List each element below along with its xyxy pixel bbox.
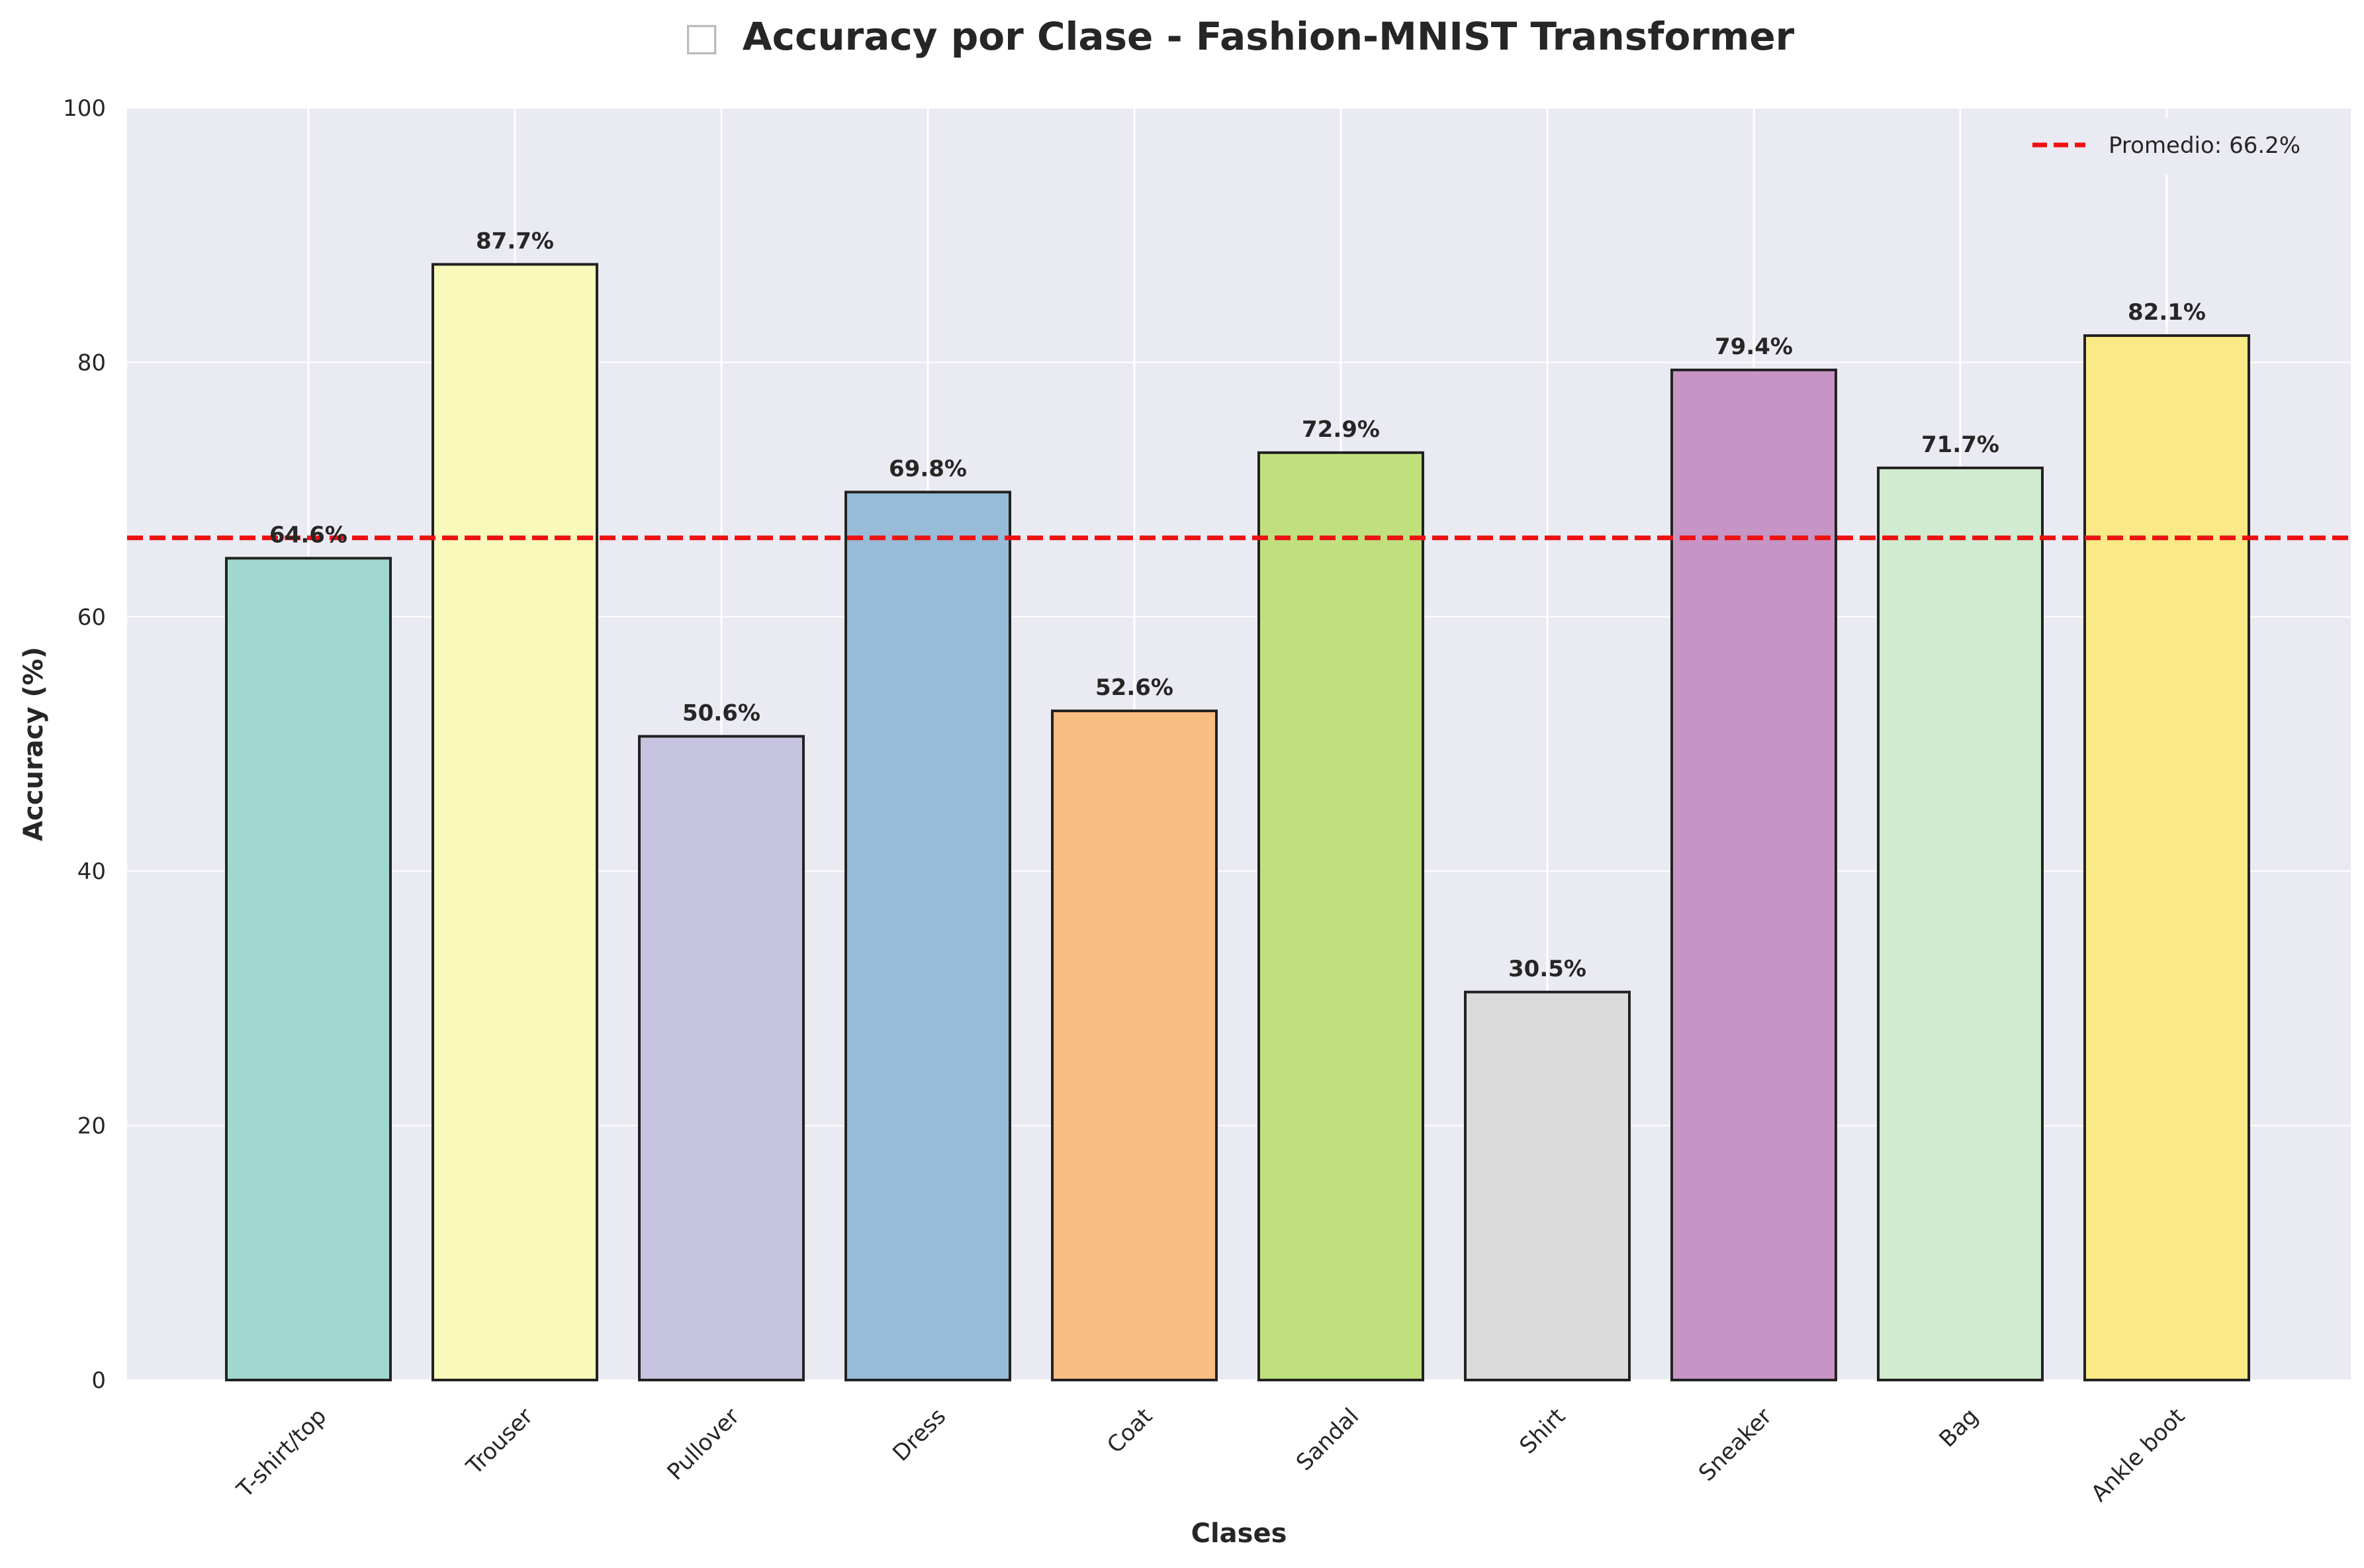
data-label: 71.7% [1921,432,1999,458]
chart-title: □ Accuracy por Clase - Fashion-MNIST Tra… [684,14,1795,59]
bars [225,263,2250,1382]
y-tick-label: 80 [77,349,106,376]
y-axis-label: Accuracy (%) [19,647,49,841]
bar [844,490,1011,1381]
data-label: 30.5% [1508,956,1586,982]
y-tick-label: 0 [91,1367,106,1394]
bar [1257,451,1424,1381]
data-label: 69.8% [889,455,967,482]
bar [1877,466,2044,1381]
legend: Promedio: 66.2% [2017,118,2340,175]
bar [225,557,392,1382]
bar [638,735,805,1381]
data-labels: 64.6% 87.7% 50.6% 69.8% 52.6% 72.9% 30.5% 79.4%… [269,228,2206,982]
bar [1670,368,1837,1381]
y-tick-label: 60 [77,604,106,631]
data-label: 87.7% [476,228,554,254]
data-label: 64.6% [269,522,347,548]
bar [1464,990,1631,1382]
x-axis-label: Clases [1191,1518,1287,1549]
legend-average-label: Promedio: 66.2% [2109,132,2300,159]
y-tick-label: 40 [77,858,106,885]
bar [2083,334,2250,1382]
legend-box [2017,118,2340,175]
data-label: 52.6% [1095,674,1173,701]
y-axis-ticks: 0 20 40 60 80 100 [63,95,106,1394]
y-tick-label: 20 [77,1113,106,1140]
chart-title-text: Accuracy por Clase - Fashion-MNIST Trans… [743,14,1795,59]
y-tick-label: 100 [63,95,106,122]
chart-title-icon: □ [684,14,720,59]
data-label: 50.6% [682,700,760,726]
data-label: 72.9% [1302,416,1380,443]
bar [432,263,598,1381]
data-label: 79.4% [1715,334,1793,360]
data-label: 82.1% [2128,299,2206,326]
bar [1051,710,1218,1381]
